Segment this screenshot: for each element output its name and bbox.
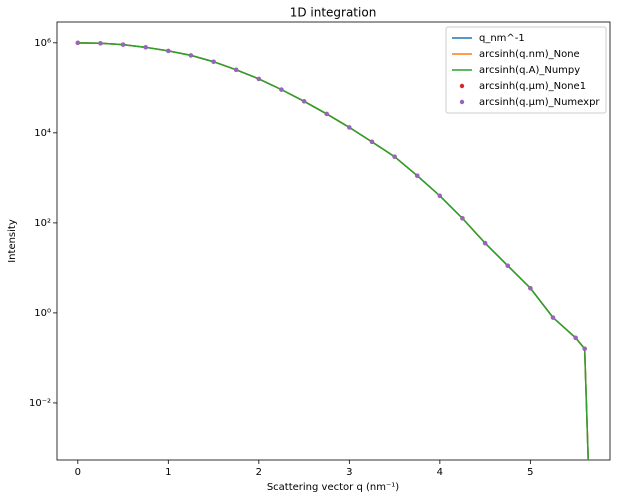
data-point — [256, 76, 262, 82]
y-tick-label: 10⁶ — [34, 38, 51, 49]
x-tick-label: 1 — [165, 467, 171, 478]
x-tick-label: 0 — [75, 467, 81, 478]
data-point — [301, 99, 307, 104]
legend-box — [445, 26, 607, 114]
data-point — [75, 40, 81, 46]
data-point — [392, 154, 397, 159]
data-point — [573, 335, 578, 340]
data-point — [166, 48, 171, 54]
x-tick-label: 5 — [527, 467, 533, 478]
x-tick-label: 2 — [256, 467, 262, 478]
data-point — [98, 41, 103, 46]
data-point — [460, 216, 465, 221]
data-point — [279, 87, 284, 92]
data-point — [188, 53, 194, 58]
legend-label: arcsinh(q.µm)_None1 — [479, 81, 586, 92]
y-tick-label: 10⁰ — [34, 308, 51, 319]
chart-title: 1D integration — [290, 6, 377, 20]
data-point — [234, 67, 239, 73]
data-point — [143, 45, 148, 50]
legend-label: arcsinh(q.µm)_Numexpr — [479, 97, 600, 108]
data-point — [347, 125, 352, 130]
legend-swatch — [459, 99, 465, 105]
legend-label: arcsinh(q.nm)_None — [479, 49, 580, 60]
data-point — [582, 346, 587, 351]
data-point — [324, 111, 329, 117]
data-point — [550, 315, 556, 320]
y-tick-label: 10² — [34, 218, 51, 229]
data-point — [505, 263, 510, 268]
data-point — [528, 285, 533, 291]
data-point — [482, 240, 488, 246]
y-tick-label: 10⁻² — [29, 398, 51, 409]
x-tick-label: 3 — [346, 467, 352, 478]
y-tick-label: 10⁴ — [34, 128, 51, 139]
legend-swatch — [459, 83, 465, 89]
data-point — [369, 139, 375, 145]
x-tick-label: 4 — [437, 467, 443, 478]
data-point — [120, 42, 126, 47]
legend-label: q_nm^-1 — [479, 33, 525, 44]
data-point — [211, 59, 216, 64]
legend-label: arcsinh(q.A)_Numpy — [479, 65, 580, 76]
plot-area — [75, 40, 589, 460]
x-axis-label: Scattering vector q (nm⁻¹) — [267, 482, 399, 493]
data-point — [437, 193, 443, 199]
data-point — [415, 173, 420, 178]
y-axis-label: Intensity — [7, 219, 18, 263]
